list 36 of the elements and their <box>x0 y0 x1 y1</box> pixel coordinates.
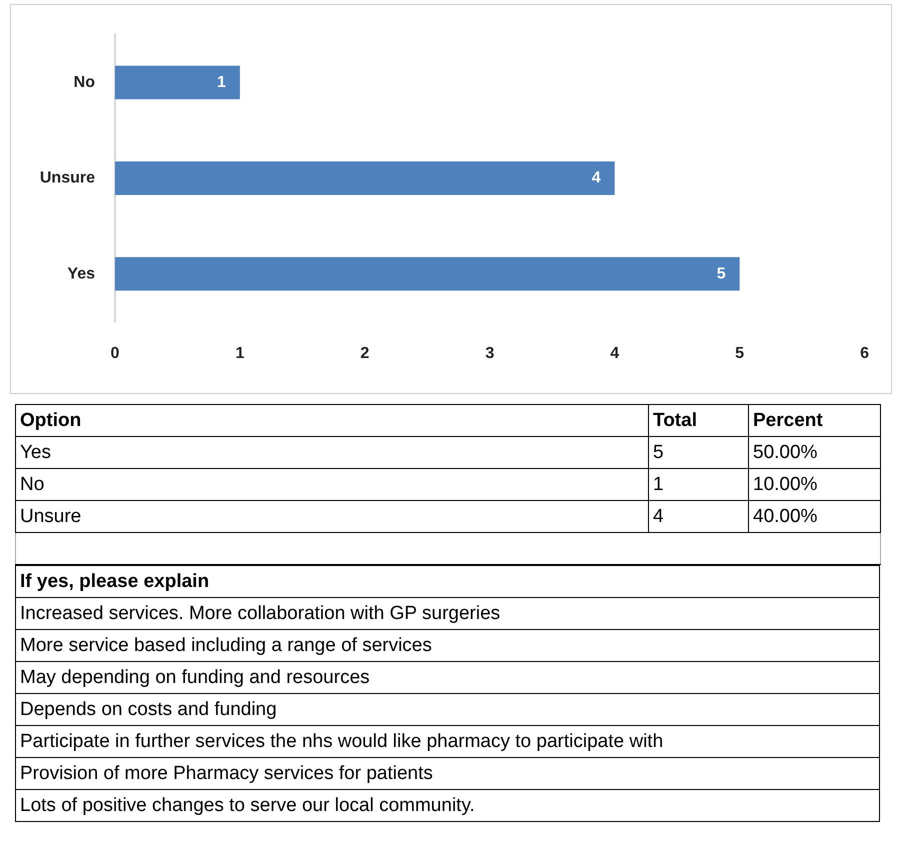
bar <box>115 257 740 291</box>
text: Yes <box>16 436 648 468</box>
text: 1 <box>648 468 748 500</box>
text: If yes, please explain <box>16 566 880 598</box>
text: Lots of positive changes to serve our local community. <box>16 790 880 822</box>
x-tick-label: 5 <box>735 344 744 362</box>
text: Depends on costs and funding <box>16 694 880 726</box>
text: Total <box>648 404 748 436</box>
text: Participate in further services the nhs would like pharmacy to participate with <box>16 726 880 758</box>
text: No <box>16 468 648 500</box>
bar <box>115 161 615 195</box>
y-tick-label: Unsure <box>40 170 96 187</box>
x-tick-label: 1 <box>235 344 244 362</box>
text: 40.00% <box>748 500 880 532</box>
data-label: 4 <box>592 170 601 187</box>
x-tick-label: 0 <box>110 344 120 362</box>
x-tick-label: 2 <box>360 344 370 362</box>
text: 50.00% <box>748 436 880 468</box>
text: 10.00% <box>748 468 880 500</box>
text: Increased services. More collaboration with GP surgeries <box>16 598 880 630</box>
data-label: 5 <box>716 265 726 282</box>
text: 4 <box>648 500 748 532</box>
text: More service based including a range of services <box>16 630 880 662</box>
x-tick-label: 6 <box>860 344 870 362</box>
text: Unsure <box>16 500 648 532</box>
y-tick-label: No <box>74 74 96 91</box>
data-label: 1 <box>217 74 226 91</box>
bar <box>115 66 240 100</box>
text: 5 <box>648 436 748 468</box>
text: Percent <box>748 404 880 436</box>
text: Option <box>16 404 648 436</box>
text: Provision of more Pharmacy services for patients <box>16 758 880 790</box>
text: May depending on funding and resources <box>16 662 880 694</box>
x-tick-label: 3 <box>485 344 494 362</box>
x-tick-label: 4 <box>610 344 620 362</box>
y-tick-label: Yes <box>67 265 96 282</box>
